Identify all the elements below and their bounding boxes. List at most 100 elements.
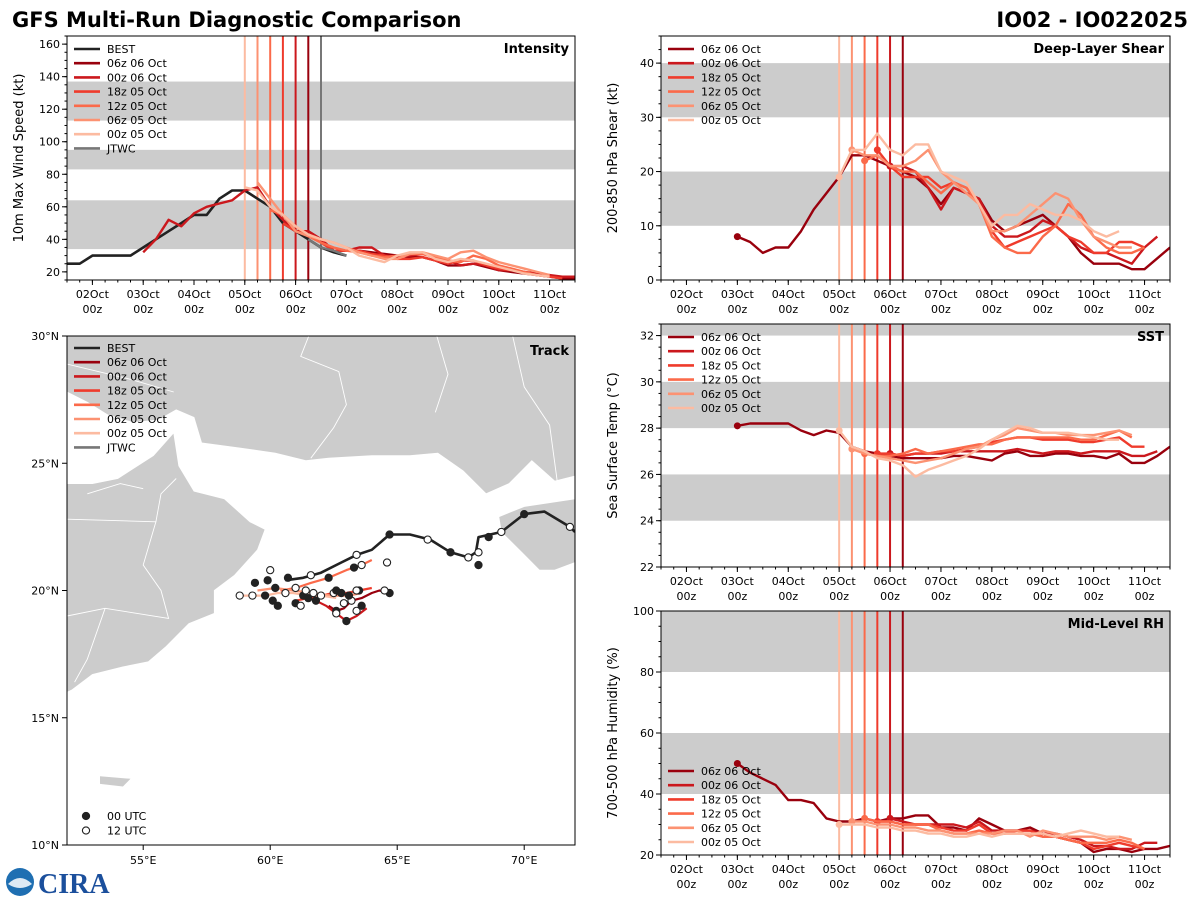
intensity-panel: 20 40 60 80 100 120 140 160 02Oct 00z 03Oct 00z 04Oc… bbox=[12, 35, 576, 316]
x-tick-label: 04Oct bbox=[772, 863, 806, 876]
x-tick-label: 08Oct bbox=[975, 575, 1009, 588]
x-tick-label: 09Oct bbox=[1026, 863, 1060, 876]
track-point-12utc bbox=[301, 586, 310, 595]
noaa-bird-icon bbox=[8, 878, 32, 888]
x-tick-label: 00z bbox=[778, 878, 798, 891]
track-point-00utc bbox=[357, 601, 366, 610]
legend-label: 12z 05 Oct bbox=[701, 86, 761, 99]
y-tick-label: 160 bbox=[39, 38, 60, 51]
legend-label: 00z 05 Oct bbox=[701, 836, 761, 849]
track-point-12utc bbox=[423, 535, 432, 544]
legend-label: 00z 06 Oct bbox=[701, 345, 761, 358]
x-tick-label: 06Oct bbox=[874, 575, 908, 588]
x-tick-label: 00z bbox=[1033, 878, 1053, 891]
storm-id-title: IO02 - IO022025 bbox=[996, 8, 1188, 32]
x-tick-label: 02Oct bbox=[670, 575, 704, 588]
threshold-band bbox=[661, 733, 1170, 794]
legend-label: 12z 05 Oct bbox=[701, 808, 761, 821]
x-tick-label: 05Oct bbox=[823, 575, 857, 588]
threshold-band bbox=[661, 324, 1170, 336]
y-tick-label: 0 bbox=[647, 274, 654, 287]
series-line bbox=[838, 424, 1120, 478]
series-line bbox=[737, 422, 1170, 465]
x-tick-label: 03Oct bbox=[721, 288, 755, 301]
x-tick-label: 00z bbox=[677, 878, 697, 891]
y-tick-label: 100 bbox=[633, 605, 654, 618]
x-tick-label: 04Oct bbox=[177, 288, 211, 301]
x-tick-label: 07Oct bbox=[924, 575, 958, 588]
track-point-12utc bbox=[357, 560, 366, 570]
threshold-band bbox=[661, 63, 1170, 118]
sst-panel: 22 24 26 28 30 32 02Oct 00z 03Oct 00z 04Oct 00z 05Oc… bbox=[606, 323, 1171, 603]
x-tick-label: 10Oct bbox=[1077, 288, 1111, 301]
x-tick-label: 07Oct bbox=[924, 863, 958, 876]
x-tick-label: 00z bbox=[778, 303, 798, 316]
figure-title: GFS Multi-Run Diagnostic Comparison bbox=[12, 8, 461, 32]
y-tick-label: 10 bbox=[640, 220, 654, 233]
x-tick-label: 03Oct bbox=[721, 575, 755, 588]
series-line bbox=[244, 186, 550, 278]
series-start-point bbox=[733, 760, 741, 767]
intensity-plot-area bbox=[67, 36, 575, 280]
legend-label: 18z 05 Oct bbox=[701, 793, 761, 806]
track-point-12utc bbox=[352, 586, 361, 595]
legend-label: 00z 06 Oct bbox=[701, 57, 761, 70]
sst-plot-area bbox=[661, 324, 1170, 567]
x-tick-label: 10Oct bbox=[1077, 863, 1111, 876]
series-start-point bbox=[835, 821, 843, 828]
track-point-12utc bbox=[281, 588, 290, 598]
legend-label: 00z 05 Oct bbox=[107, 427, 167, 440]
panel-title: Intensity bbox=[504, 42, 570, 57]
series-start-point bbox=[861, 157, 869, 165]
legend-label: 00z 05 Oct bbox=[701, 114, 761, 127]
marker-legend-label: 12 UTC bbox=[107, 825, 147, 838]
series-line bbox=[864, 429, 1133, 458]
track-point-00utc bbox=[520, 510, 529, 519]
track-point-12utc bbox=[382, 558, 392, 567]
y-tick-label: 30 bbox=[640, 376, 654, 389]
x-tick-label: 02Oct bbox=[670, 288, 704, 301]
legend-label: 18z 05 Oct bbox=[107, 86, 167, 99]
legend-label: 06z 05 Oct bbox=[701, 100, 761, 113]
country-border bbox=[300, 336, 347, 459]
country-border bbox=[74, 608, 106, 683]
track-point-00utc bbox=[349, 563, 359, 572]
y-tick-label: 26 bbox=[640, 468, 654, 481]
x-tick-label: 08Oct bbox=[975, 288, 1009, 301]
y-tick-label: 15°N bbox=[31, 712, 59, 725]
y-tick-label: 10°N bbox=[31, 839, 59, 852]
y-tick-label: 24 bbox=[640, 515, 654, 528]
x-tick-label: 00z bbox=[387, 303, 407, 316]
y-tick-label: 60 bbox=[46, 201, 60, 214]
track-point-12utc bbox=[235, 591, 244, 600]
y-tick-label: 25°N bbox=[31, 457, 59, 470]
legend-label: 00z 05 Oct bbox=[701, 402, 761, 415]
legend-label: 06z 06 Oct bbox=[701, 43, 761, 56]
series-line bbox=[307, 238, 347, 257]
threshold-band bbox=[661, 381, 1170, 429]
legend-label: 06z 06 Oct bbox=[107, 57, 167, 70]
rh-plot-area bbox=[661, 611, 1170, 855]
x-tick-label: 00z bbox=[931, 303, 951, 316]
x-tick-label: 00z bbox=[1135, 590, 1155, 603]
legend-label: 00z 06 Oct bbox=[107, 71, 167, 84]
legend-label: 06z 06 Oct bbox=[701, 331, 761, 344]
y-tick-label: 30 bbox=[640, 111, 654, 124]
x-tick-label: 08Oct bbox=[381, 288, 415, 301]
track-point-12utc bbox=[306, 571, 315, 580]
track-point-00utc bbox=[344, 591, 354, 600]
x-tick-label: 00z bbox=[1084, 590, 1104, 603]
threshold-band bbox=[661, 171, 1170, 226]
x-tick-label: 06Oct bbox=[874, 288, 908, 301]
series-line bbox=[890, 164, 1159, 265]
x-tick-label: 00z bbox=[489, 303, 509, 316]
x-tick-label: 00z bbox=[133, 303, 153, 316]
track-point-12utc bbox=[352, 550, 361, 560]
x-tick-label: 08Oct bbox=[975, 863, 1009, 876]
threshold-band bbox=[661, 611, 1170, 672]
y-tick-label: 40 bbox=[640, 57, 654, 70]
marker-legend-label: 00 UTC bbox=[107, 810, 147, 823]
cira-logo: CIRA bbox=[6, 868, 110, 900]
x-tick-label: 00z bbox=[337, 303, 357, 316]
x-tick-label: 02Oct bbox=[76, 288, 110, 301]
